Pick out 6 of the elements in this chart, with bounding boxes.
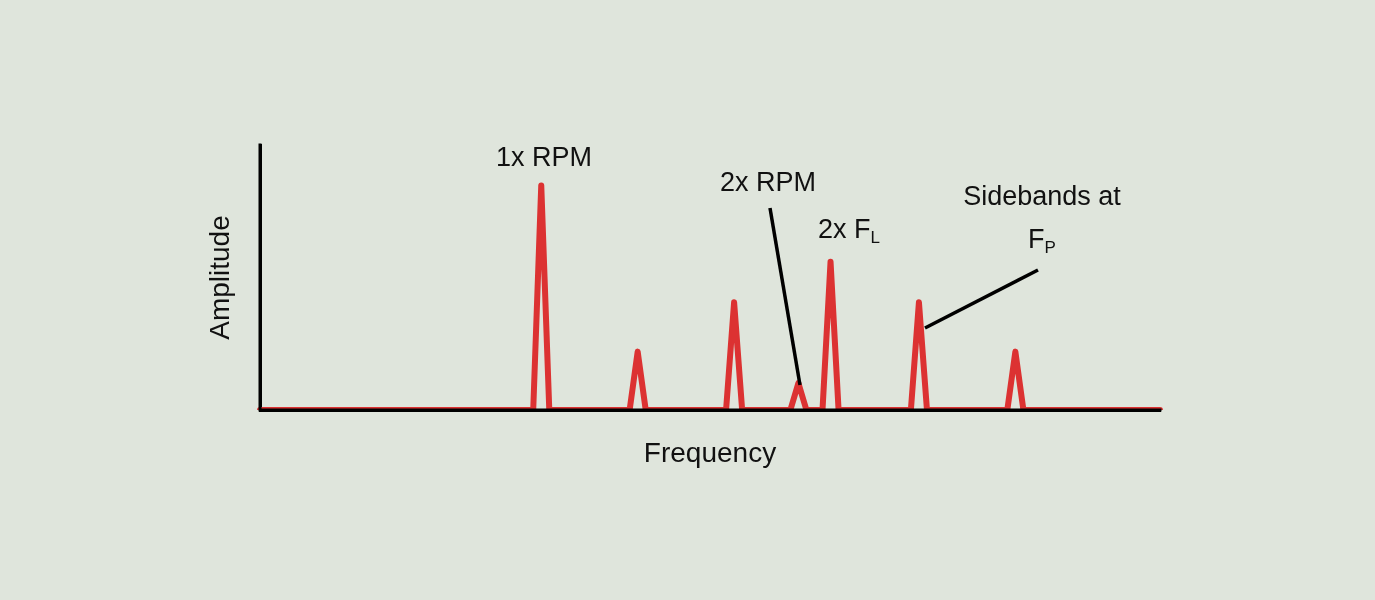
annotation: Sidebands at F$_{P}$	[962, 180, 1122, 259]
text: 1x RPM	[495, 141, 593, 174]
annotation: 2x RPM	[719, 166, 817, 199]
annotation: 2x F$_{L}$	[818, 213, 880, 249]
x-axis-title: Frequency	[643, 436, 777, 468]
y-axis-title: Amplitude	[203, 215, 235, 340]
